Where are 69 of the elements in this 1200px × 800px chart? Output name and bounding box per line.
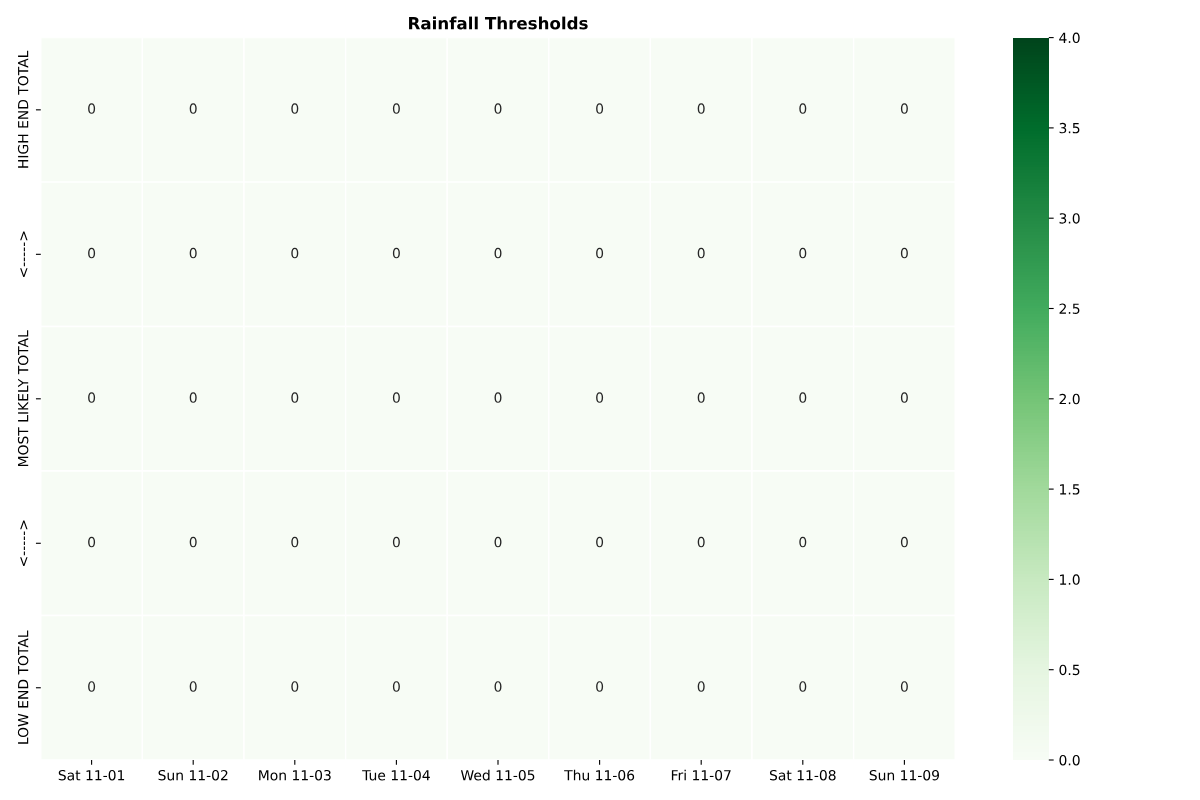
data-label: 0: [291, 536, 299, 548]
data-label: 0: [189, 681, 197, 692]
data-label: 0: [900, 103, 908, 114]
data-label: 0: [494, 392, 502, 403]
data-label: 0: [900, 392, 908, 403]
data-label: 0: [900, 681, 908, 692]
color-bar-label: 2.0: [1059, 393, 1080, 405]
y-tick-label: <----->: [20, 231, 28, 278]
x-tick-label: Sun 11-02: [158, 769, 228, 781]
data-label: 0: [697, 681, 705, 692]
data-label: 0: [494, 536, 502, 548]
data-label: 0: [88, 247, 96, 259]
data-label: 0: [596, 392, 604, 403]
y-tick-label: HIGH END TOTAL: [17, 50, 29, 168]
color-bar-label: 1.0: [1060, 574, 1080, 585]
data-label: 0: [596, 536, 604, 548]
x-tick-label: Mon 11-03: [259, 769, 331, 781]
data-label: 0: [799, 681, 807, 692]
y-tick-label: MOST LIKELY TOTAL: [17, 330, 29, 467]
data-label: 0: [697, 392, 705, 403]
data-label: 0: [799, 536, 807, 548]
data-label: 0: [88, 681, 96, 692]
data-label: 0: [88, 392, 96, 403]
data-label: 0: [900, 536, 908, 548]
data-label: 0: [799, 103, 807, 114]
data-label: 0: [392, 681, 400, 692]
x-tick-label: Fri 11-07: [671, 769, 731, 781]
data-label: 0: [392, 247, 400, 259]
x-tick-label: Sun 11-09: [869, 769, 940, 781]
data-label: 0: [291, 392, 299, 403]
data-label: 0: [697, 536, 705, 548]
data-label: 0: [799, 392, 807, 403]
data-label: 0: [189, 536, 197, 548]
data-label: 0: [88, 536, 96, 548]
data-label: 0: [189, 392, 197, 403]
color-bar-label: 4.0: [1059, 32, 1080, 44]
x-tick-label: Thu 11-06: [564, 769, 635, 781]
data-label: 0: [291, 103, 299, 114]
data-label: 0: [697, 103, 705, 114]
color-bar-label: 0.5: [1059, 664, 1080, 676]
data-label: 0: [697, 247, 705, 259]
data-label: 0: [900, 247, 908, 259]
data-label: 0: [392, 103, 400, 114]
data-label: 0: [291, 681, 299, 692]
color-bar-label: 0.0: [1059, 754, 1080, 766]
color-bar-label: 3.0: [1059, 213, 1080, 224]
data-label: 0: [494, 103, 502, 114]
data-label: 0: [596, 247, 604, 259]
data-label: 0: [596, 103, 604, 114]
y-tick-label: LOW END TOTAL: [17, 630, 29, 744]
data-label: 0: [596, 681, 604, 692]
data-label: 0: [189, 247, 197, 259]
chart-title: Rainfall Thresholds: [409, 16, 588, 30]
data-label: 0: [392, 392, 400, 403]
data-label: 0: [494, 681, 502, 692]
data-label: 0: [88, 103, 96, 114]
data-label: 0: [392, 536, 400, 548]
data-label: 0: [494, 247, 502, 259]
x-tick-label: Sat 11-08: [769, 769, 836, 781]
x-tick-label: Wed 11-05: [460, 769, 535, 781]
y-tick-label: <----->: [20, 520, 28, 566]
data-label: 0: [189, 103, 197, 114]
color-bar-label: 2.5: [1059, 303, 1080, 314]
x-tick-label: Tue 11-04: [362, 769, 430, 781]
data-label: 0: [799, 247, 807, 259]
color-bar-label: 3.5: [1059, 122, 1080, 134]
color-bar-label: 1.5: [1060, 484, 1080, 495]
data-label: 0: [291, 247, 299, 259]
x-tick-label: Sat 11-01: [58, 769, 125, 781]
